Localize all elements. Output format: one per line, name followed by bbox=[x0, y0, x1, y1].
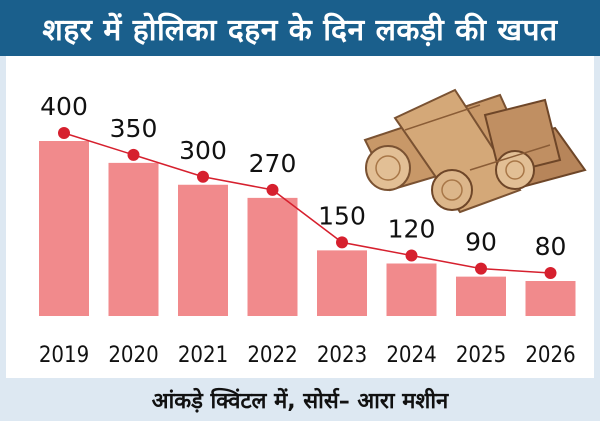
wood-logs-icon bbox=[363, 88, 587, 214]
chart-title: शहर में होलिका दहन के दिन लकड़ी की खपत bbox=[0, 0, 600, 56]
data-label-2020: 350 bbox=[110, 114, 158, 143]
x-tick-2020: 2020 bbox=[108, 343, 158, 368]
x-tick-2023: 2023 bbox=[317, 343, 367, 368]
bar-2026 bbox=[525, 281, 576, 316]
marker-2022 bbox=[266, 183, 279, 196]
source-note: आंकड़े क्विंटल में, सोर्स– आरा मशीन bbox=[0, 378, 600, 421]
x-tick-2021: 2021 bbox=[178, 343, 228, 368]
x-tick-2024: 2024 bbox=[386, 343, 436, 368]
bar-2023 bbox=[317, 250, 367, 316]
marker-2024 bbox=[405, 249, 418, 262]
bar-2024 bbox=[386, 263, 437, 316]
data-label-2019: 400 bbox=[40, 92, 88, 121]
bar-2019 bbox=[39, 141, 89, 316]
marker-2021 bbox=[197, 170, 209, 183]
data-label-2025: 90 bbox=[465, 228, 497, 257]
bar-2025 bbox=[456, 276, 506, 316]
marker-2019 bbox=[58, 127, 70, 139]
marker-2023 bbox=[336, 236, 348, 249]
bar-2022 bbox=[247, 197, 298, 316]
data-label-2022: 270 bbox=[249, 149, 297, 178]
marker-2026 bbox=[544, 267, 557, 279]
marker-2025 bbox=[475, 262, 487, 275]
bar-2020 bbox=[108, 162, 159, 316]
x-tick-2022: 2022 bbox=[247, 343, 297, 368]
data-label-2026: 80 bbox=[535, 232, 567, 261]
plot-area bbox=[0, 56, 600, 378]
data-label-2024: 120 bbox=[388, 215, 436, 244]
data-label-2023: 150 bbox=[318, 201, 366, 230]
x-tick-2026: 2026 bbox=[525, 343, 575, 368]
bar-2021 bbox=[178, 184, 228, 316]
x-tick-2019: 2019 bbox=[39, 343, 89, 368]
marker-2020 bbox=[127, 148, 140, 161]
x-tick-2025: 2025 bbox=[456, 343, 506, 368]
data-label-2021: 300 bbox=[179, 136, 227, 165]
trend-line bbox=[63, 132, 551, 274]
